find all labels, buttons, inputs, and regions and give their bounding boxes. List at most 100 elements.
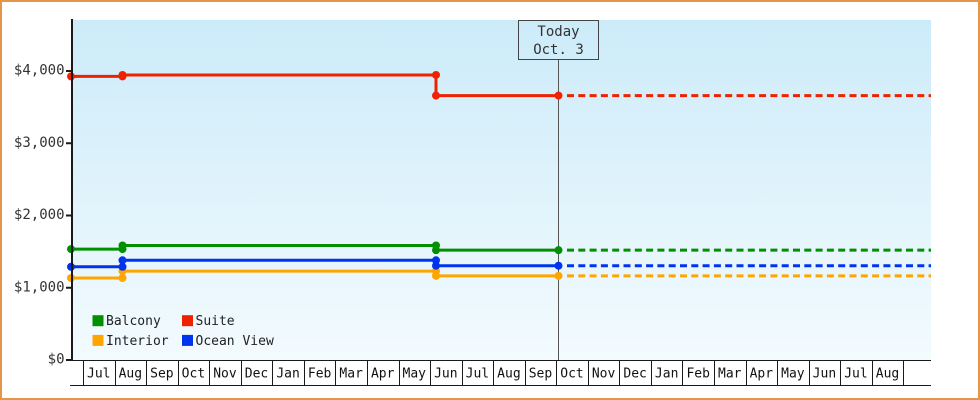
month-cell-border: [714, 360, 715, 385]
today-marker-group: Today Oct. 3: [518, 20, 599, 360]
month-label: Oct: [182, 366, 205, 381]
y-axis-line: [71, 19, 73, 361]
month-label: Aug: [876, 366, 899, 381]
month-cell-border: [777, 360, 778, 385]
series-suite: [67, 70, 931, 100]
month-cell-border: [178, 360, 179, 385]
month-label: Jul: [466, 366, 489, 381]
y-tick: [66, 286, 71, 289]
month-cell-border: [146, 360, 147, 385]
y-tick: [66, 359, 71, 361]
month-cell-border: [903, 360, 904, 385]
month-cell-border: [83, 360, 84, 385]
today-box: [518, 20, 599, 60]
series-ocean-view: [67, 256, 931, 271]
month-label: Oct: [560, 366, 583, 381]
month-cell-border: [493, 360, 494, 385]
month-axis-group: Jul Aug Sep Oct Nov Dec Jan Feb Mar Apr May Jun Jul A…: [70, 360, 931, 386]
month-cell-border: [619, 360, 620, 385]
legend-item-interior: Interior: [92, 334, 169, 349]
y-tick-label: $3,000: [14, 135, 65, 151]
y-axis-group: $0 $1,000 $2,000 $3,000 $4,000: [14, 19, 73, 368]
month-cell-border: [588, 360, 589, 385]
month-label: Nov: [213, 366, 237, 381]
today-date: Oct. 3: [533, 42, 584, 58]
month-cell-border: [241, 360, 242, 385]
y-tick: [66, 70, 71, 72]
series-line-balcony: [71, 243, 559, 252]
y-tick-label: $2,000: [14, 207, 65, 223]
month-label: Dec: [245, 366, 268, 381]
month-cell-border: [525, 360, 526, 385]
month-cell-border: [430, 360, 431, 385]
month-label: Sep: [150, 366, 174, 381]
series-point-balcony: [118, 241, 127, 250]
y-tick: [66, 214, 71, 217]
month-cell-border: [209, 360, 210, 385]
month-cell-border: [272, 360, 273, 385]
month-label: Jun: [813, 366, 836, 381]
y-tick-label: $4,000: [14, 63, 65, 79]
month-cell-border: [746, 360, 747, 385]
plot-background: [72, 20, 931, 360]
month-label: Feb: [308, 366, 332, 381]
legend-swatch-balcony: [92, 315, 104, 327]
month-label: Dec: [623, 366, 646, 381]
month-label: May: [403, 366, 427, 381]
month-label: Jul: [87, 366, 110, 381]
month-label: Jul: [844, 366, 867, 381]
series-point-suite: [118, 70, 127, 79]
series-point-interior: [432, 271, 440, 280]
series-lines-group: [67, 70, 931, 282]
month-cell-border: [682, 360, 683, 385]
series-balcony: [67, 241, 931, 255]
y-tick-label: $1,000: [14, 279, 65, 295]
legend-label-suite: Suite: [196, 314, 235, 329]
plot-area-group: [72, 20, 931, 360]
month-cell-border: [840, 360, 841, 385]
legend-swatch-suite: [182, 315, 193, 327]
month-cell-border: [462, 360, 463, 385]
series-point-suite: [432, 70, 440, 79]
month-label: Feb: [686, 366, 710, 381]
legend-label-balcony: Balcony: [106, 314, 161, 329]
month-label: May: [781, 366, 805, 381]
series-point-interior: [554, 271, 563, 280]
month-label: Nov: [592, 366, 616, 381]
legend-swatch-interior: [92, 334, 104, 346]
legend-item-suite: Suite: [182, 314, 235, 329]
today-vertical-line: [558, 60, 559, 360]
month-label: Mar: [718, 366, 742, 381]
month-cell-border: [872, 360, 873, 385]
y-tick: [66, 142, 71, 145]
month-label: Mar: [339, 366, 363, 381]
series-point-interior: [118, 273, 127, 282]
month-cell-border: [115, 360, 116, 385]
month-row-top-border: [70, 360, 931, 361]
series-line-interior: [71, 269, 559, 280]
month-cell-border: [304, 360, 305, 385]
month-label: Aug: [119, 366, 142, 381]
series-point-ocean-view: [432, 261, 440, 270]
legend-label-ocean-view: Ocean View: [196, 334, 274, 349]
y-tick-label: $0: [48, 352, 65, 368]
legend-group: Balcony Suite Interior Ocean View: [92, 314, 274, 349]
legend-label-interior: Interior: [106, 334, 169, 349]
month-label: Apr: [371, 366, 395, 381]
month-label: Jan: [655, 366, 678, 381]
series-point-balcony: [554, 246, 563, 255]
today-label: Today: [537, 24, 579, 40]
month-row-bottom-border: [70, 385, 931, 386]
month-cell-border: [399, 360, 400, 385]
month-label: Jun: [434, 366, 457, 381]
month-cell-border: [809, 360, 810, 385]
month-label: Aug: [497, 366, 520, 381]
month-label: Jan: [276, 366, 299, 381]
series-point-suite: [432, 91, 440, 100]
month-label: Apr: [750, 366, 774, 381]
month-cell-border: [651, 360, 652, 385]
series-line-ocean-view: [71, 258, 559, 269]
series-point-ocean-view: [554, 261, 563, 270]
